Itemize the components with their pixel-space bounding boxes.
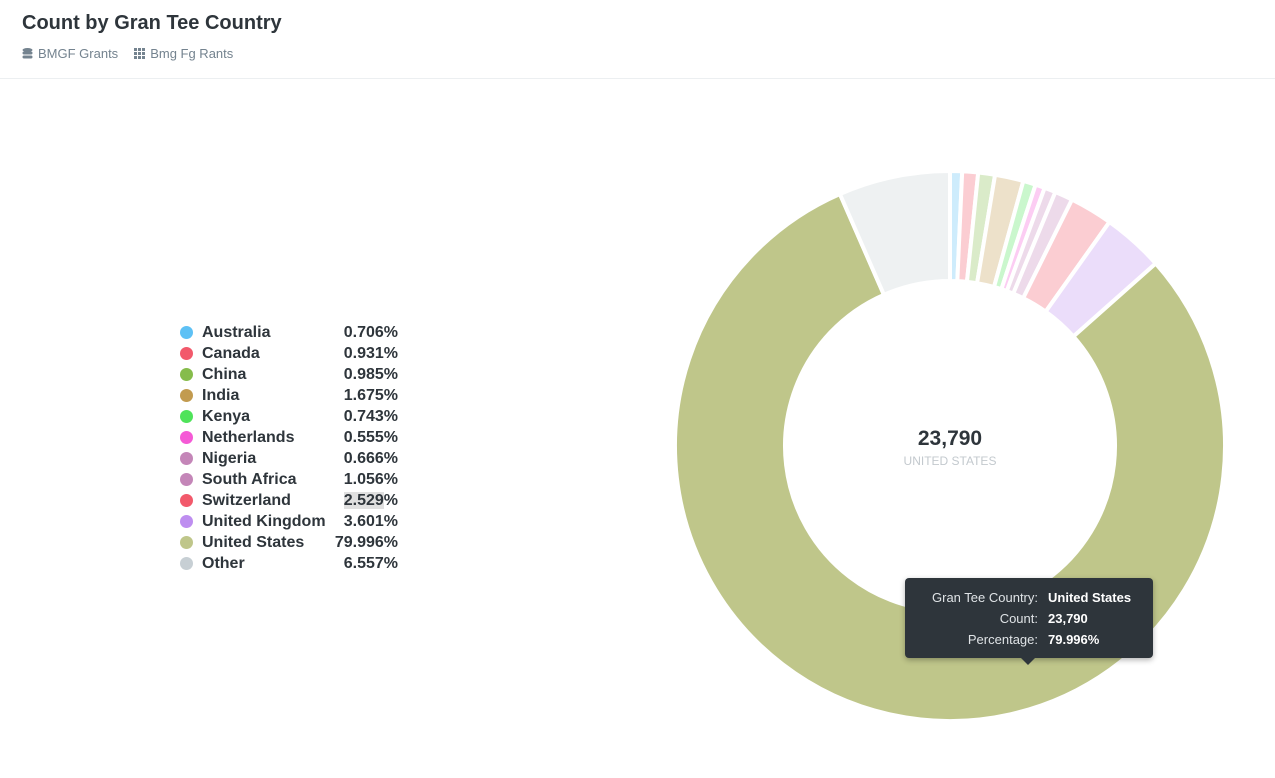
tooltip-row-country: Gran Tee Country: United States <box>905 587 1153 608</box>
legend-dot <box>180 557 193 570</box>
breadcrumb: BMGF Grants Bmg Fg Rants <box>22 46 233 61</box>
legend-value-number: 0.666 <box>343 449 384 467</box>
legend-value-number: 1.675 <box>343 386 384 404</box>
tooltip-value: 79.996% <box>1048 632 1100 647</box>
legend-item[interactable]: India 1.675% <box>180 385 398 406</box>
legend-value: 6.557% <box>343 554 398 572</box>
legend-label: China <box>202 365 247 383</box>
tooltip-value: 23,790 <box>1048 611 1088 626</box>
center-value: 23,790 <box>917 427 983 450</box>
legend-dot <box>180 389 193 402</box>
chart-legend: Australia 0.706% Canada 0.931% China 0.985% In… <box>180 322 398 574</box>
legend-item[interactable]: Nigeria 0.666% <box>180 448 398 469</box>
legend-value: 79.996% <box>334 533 398 551</box>
breadcrumb-table-label: Bmg Fg Rants <box>150 46 234 61</box>
tooltip-value: United States <box>1048 590 1132 605</box>
legend-value-number: 0.931 <box>343 344 384 362</box>
tooltip: Gran Tee Country: United States Count: 23,… <box>905 578 1153 665</box>
breadcrumb-database-label: BMGF Grants <box>38 46 119 61</box>
legend-dot <box>180 347 193 360</box>
legend-value-number: 0.555 <box>343 428 384 446</box>
tooltip-key: Gran Tee Country: <box>932 590 1038 605</box>
legend-item[interactable]: Switzerland 2.529% <box>180 490 398 511</box>
legend-item[interactable]: United States 79.996% <box>180 532 398 553</box>
database-icon <box>22 48 33 59</box>
tooltip-row-count: Count: 23,790 <box>905 608 1153 629</box>
legend-value: 0.985% <box>343 365 398 383</box>
legend-label: Netherlands <box>202 428 295 446</box>
legend-label: Kenya <box>202 407 251 425</box>
legend-dot <box>180 410 193 423</box>
legend-label: Other <box>202 554 245 572</box>
legend-item[interactable]: China 0.985% <box>180 364 398 385</box>
donut-slice-other[interactable] <box>837 168 952 298</box>
legend-value: 0.706% <box>343 323 398 341</box>
page-title: Count by Gran Tee Country <box>22 12 282 34</box>
legend-label: United Kingdom <box>202 512 326 530</box>
grid-icon <box>134 48 146 59</box>
legend-label: Canada <box>202 344 260 362</box>
legend-dot <box>180 515 193 528</box>
legend-value-number: 79.996 <box>334 533 384 551</box>
legend-value-number: 1.056 <box>343 470 384 488</box>
center-label: UNITED STATES <box>903 454 997 468</box>
legend-value: 0.743% <box>343 407 398 425</box>
tooltip-key: Count: <box>999 611 1038 626</box>
legend-label: United States <box>202 533 305 551</box>
legend-value: 0.555% <box>343 428 398 446</box>
legend-item[interactable]: Netherlands 0.555% <box>180 427 398 448</box>
breadcrumb-database[interactable]: BMGF Grants <box>22 46 118 61</box>
legend-value-number: 6.557 <box>343 554 384 572</box>
tooltip-key: Percentage: <box>967 632 1038 647</box>
legend-dot <box>180 452 193 465</box>
legend-item[interactable]: Canada 0.931% <box>180 343 398 364</box>
legend-item[interactable]: United Kingdom 3.601% <box>180 511 398 532</box>
legend-label: Switzerland <box>202 491 291 509</box>
legend-item[interactable]: South Africa 1.056% <box>180 469 398 490</box>
legend-label: Australia <box>202 323 271 341</box>
legend-dot <box>180 368 193 381</box>
legend-dot <box>180 494 193 507</box>
legend-value-number: 0.706 <box>343 323 384 341</box>
legend-dot <box>180 431 193 444</box>
tooltip-row-percentage: Percentage: 79.996% <box>905 629 1153 650</box>
legend-value: 1.675% <box>343 386 398 404</box>
legend-value-number: 0.743 <box>343 407 384 425</box>
legend-value: 3.601% <box>343 512 398 530</box>
legend-dot <box>180 326 193 339</box>
legend-dot <box>180 473 193 486</box>
legend-value-number: 3.601 <box>343 512 384 530</box>
legend-value: 1.056% <box>343 470 398 488</box>
legend-value-number: 0.985 <box>343 365 384 383</box>
legend-label: Nigeria <box>202 449 257 467</box>
legend-label: India <box>202 386 240 404</box>
legend-item[interactable]: Other 6.557% <box>180 553 398 574</box>
legend-value-number: 2.529 <box>343 491 384 509</box>
legend-label: South Africa <box>202 470 297 488</box>
legend-item[interactable]: Australia 0.706% <box>180 322 398 343</box>
legend-value: 0.931% <box>343 344 398 362</box>
breadcrumb-table[interactable]: Bmg Fg Rants <box>134 46 233 61</box>
legend-dot <box>180 536 193 549</box>
legend-value: 2.529% <box>343 491 398 509</box>
chart-header: Count by Gran Tee Country BMGF Grants Bm… <box>0 0 1275 79</box>
legend-value: 0.666% <box>343 449 398 467</box>
legend-item[interactable]: Kenya 0.743% <box>180 406 398 427</box>
